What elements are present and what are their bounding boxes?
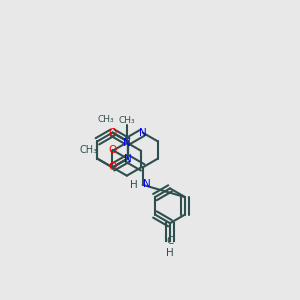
Text: H: H bbox=[130, 180, 138, 190]
Text: N: N bbox=[124, 154, 131, 164]
Text: C: C bbox=[166, 236, 174, 246]
Text: N: N bbox=[139, 128, 146, 138]
Text: H: H bbox=[166, 248, 174, 258]
Text: N: N bbox=[143, 179, 151, 189]
Text: N: N bbox=[123, 138, 131, 148]
Text: CH₃: CH₃ bbox=[97, 115, 114, 124]
Text: O: O bbox=[108, 145, 117, 155]
Text: CH₃: CH₃ bbox=[118, 116, 135, 125]
Text: O: O bbox=[108, 162, 117, 172]
Text: O: O bbox=[108, 128, 117, 138]
Text: CH₃: CH₃ bbox=[80, 145, 98, 155]
